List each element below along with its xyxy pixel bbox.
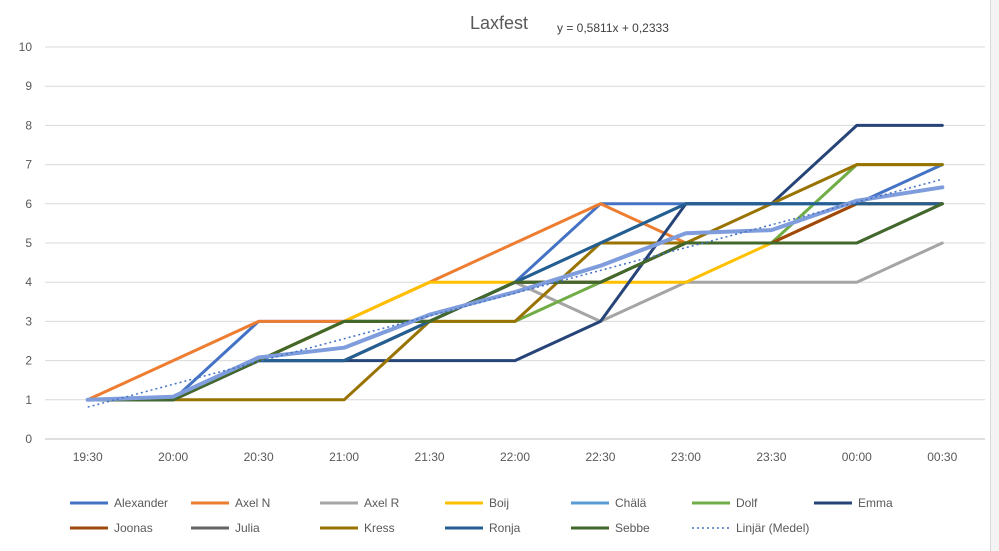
x-tick-label: 00:00 xyxy=(842,450,872,464)
series-line-ronja xyxy=(86,202,944,402)
y-tick-label: 7 xyxy=(25,158,32,172)
y-tick-label: 4 xyxy=(25,275,32,289)
legend-label: Ronja xyxy=(489,521,521,535)
legend-label: Axel N xyxy=(235,496,270,510)
x-axis-ticks: 19:30 20:00 20:30 21:00 21:30 22:00 22:30 23:00… xyxy=(73,450,958,464)
legend-label: Emma xyxy=(858,496,893,510)
legend-label: Chälä xyxy=(615,496,647,510)
legend-item: Axel R xyxy=(320,496,400,510)
y-tick-label: 2 xyxy=(25,354,32,368)
x-tick-label: 20:30 xyxy=(244,450,274,464)
x-tick-label: 00:30 xyxy=(927,450,957,464)
series-line-joonas xyxy=(86,202,944,402)
x-tick-label: 23:30 xyxy=(756,450,786,464)
legend-label: Julia xyxy=(235,521,260,535)
y-tick-label: 8 xyxy=(25,118,32,132)
series-line-julia xyxy=(86,202,944,402)
y-tick-label: 0 xyxy=(25,432,32,446)
x-tick-label: 21:00 xyxy=(329,450,359,464)
legend-item: Alexander xyxy=(70,496,168,510)
legend-item: Kress xyxy=(320,521,395,535)
series-line-sebbe xyxy=(86,202,944,402)
legend-item: Axel N xyxy=(191,496,270,510)
y-tick-label: 6 xyxy=(25,197,32,211)
x-tick-label: 21:30 xyxy=(415,450,445,464)
trendline-line xyxy=(87,178,943,408)
x-tick-label: 19:30 xyxy=(73,450,103,464)
series-lines xyxy=(85,123,945,402)
series-line-axel-n xyxy=(86,202,944,402)
x-tick-label: 20:00 xyxy=(158,450,188,464)
legend-label: Kress xyxy=(364,521,395,535)
legend-label: Dolf xyxy=(736,496,758,510)
legend-item: Linjär (Medel) xyxy=(692,521,809,535)
series-line-kress xyxy=(86,163,944,402)
legend-label: Linjär (Medel) xyxy=(736,521,809,535)
trendline xyxy=(87,178,943,408)
chart-title: Laxfest xyxy=(470,13,528,33)
legend-item: Joonas xyxy=(70,521,153,535)
y-tick-label: 3 xyxy=(25,314,32,328)
legend-label: Joonas xyxy=(114,521,153,535)
legend-label: Axel R xyxy=(364,496,400,510)
sheet-edge xyxy=(990,0,999,551)
trendline-equation: y = 0,5811x + 0,2333 xyxy=(557,21,669,35)
series-line-medel xyxy=(85,185,945,402)
y-tick-label: 5 xyxy=(25,236,32,250)
legend-label: Alexander xyxy=(114,496,168,510)
x-tick-label: 22:00 xyxy=(500,450,530,464)
legend-item: Boij xyxy=(445,496,509,510)
x-tick-label: 23:00 xyxy=(671,450,701,464)
series-line-boij xyxy=(86,202,944,402)
y-tick-label: 9 xyxy=(25,79,32,93)
legend-label: Sebbe xyxy=(615,521,650,535)
y-tick-label: 10 xyxy=(19,40,33,54)
legend-item: Chälä xyxy=(571,496,647,510)
legend-item: Ronja xyxy=(445,521,521,535)
legend-item: Julia xyxy=(191,521,260,535)
series-line-ch-l- xyxy=(86,202,944,402)
legend-item: Emma xyxy=(814,496,893,510)
y-tick-label: 1 xyxy=(25,393,32,407)
legend: Alexander Axel N Axel R Boij Chälä Dolf Emma Jo… xyxy=(70,496,893,535)
y-axis-ticks: 0 1 2 3 4 5 6 7 8 9 10 xyxy=(19,40,33,446)
legend-label: Boij xyxy=(489,496,509,510)
x-tick-label: 22:30 xyxy=(585,450,615,464)
legend-item: Dolf xyxy=(692,496,758,510)
legend-item: Sebbe xyxy=(571,521,650,535)
